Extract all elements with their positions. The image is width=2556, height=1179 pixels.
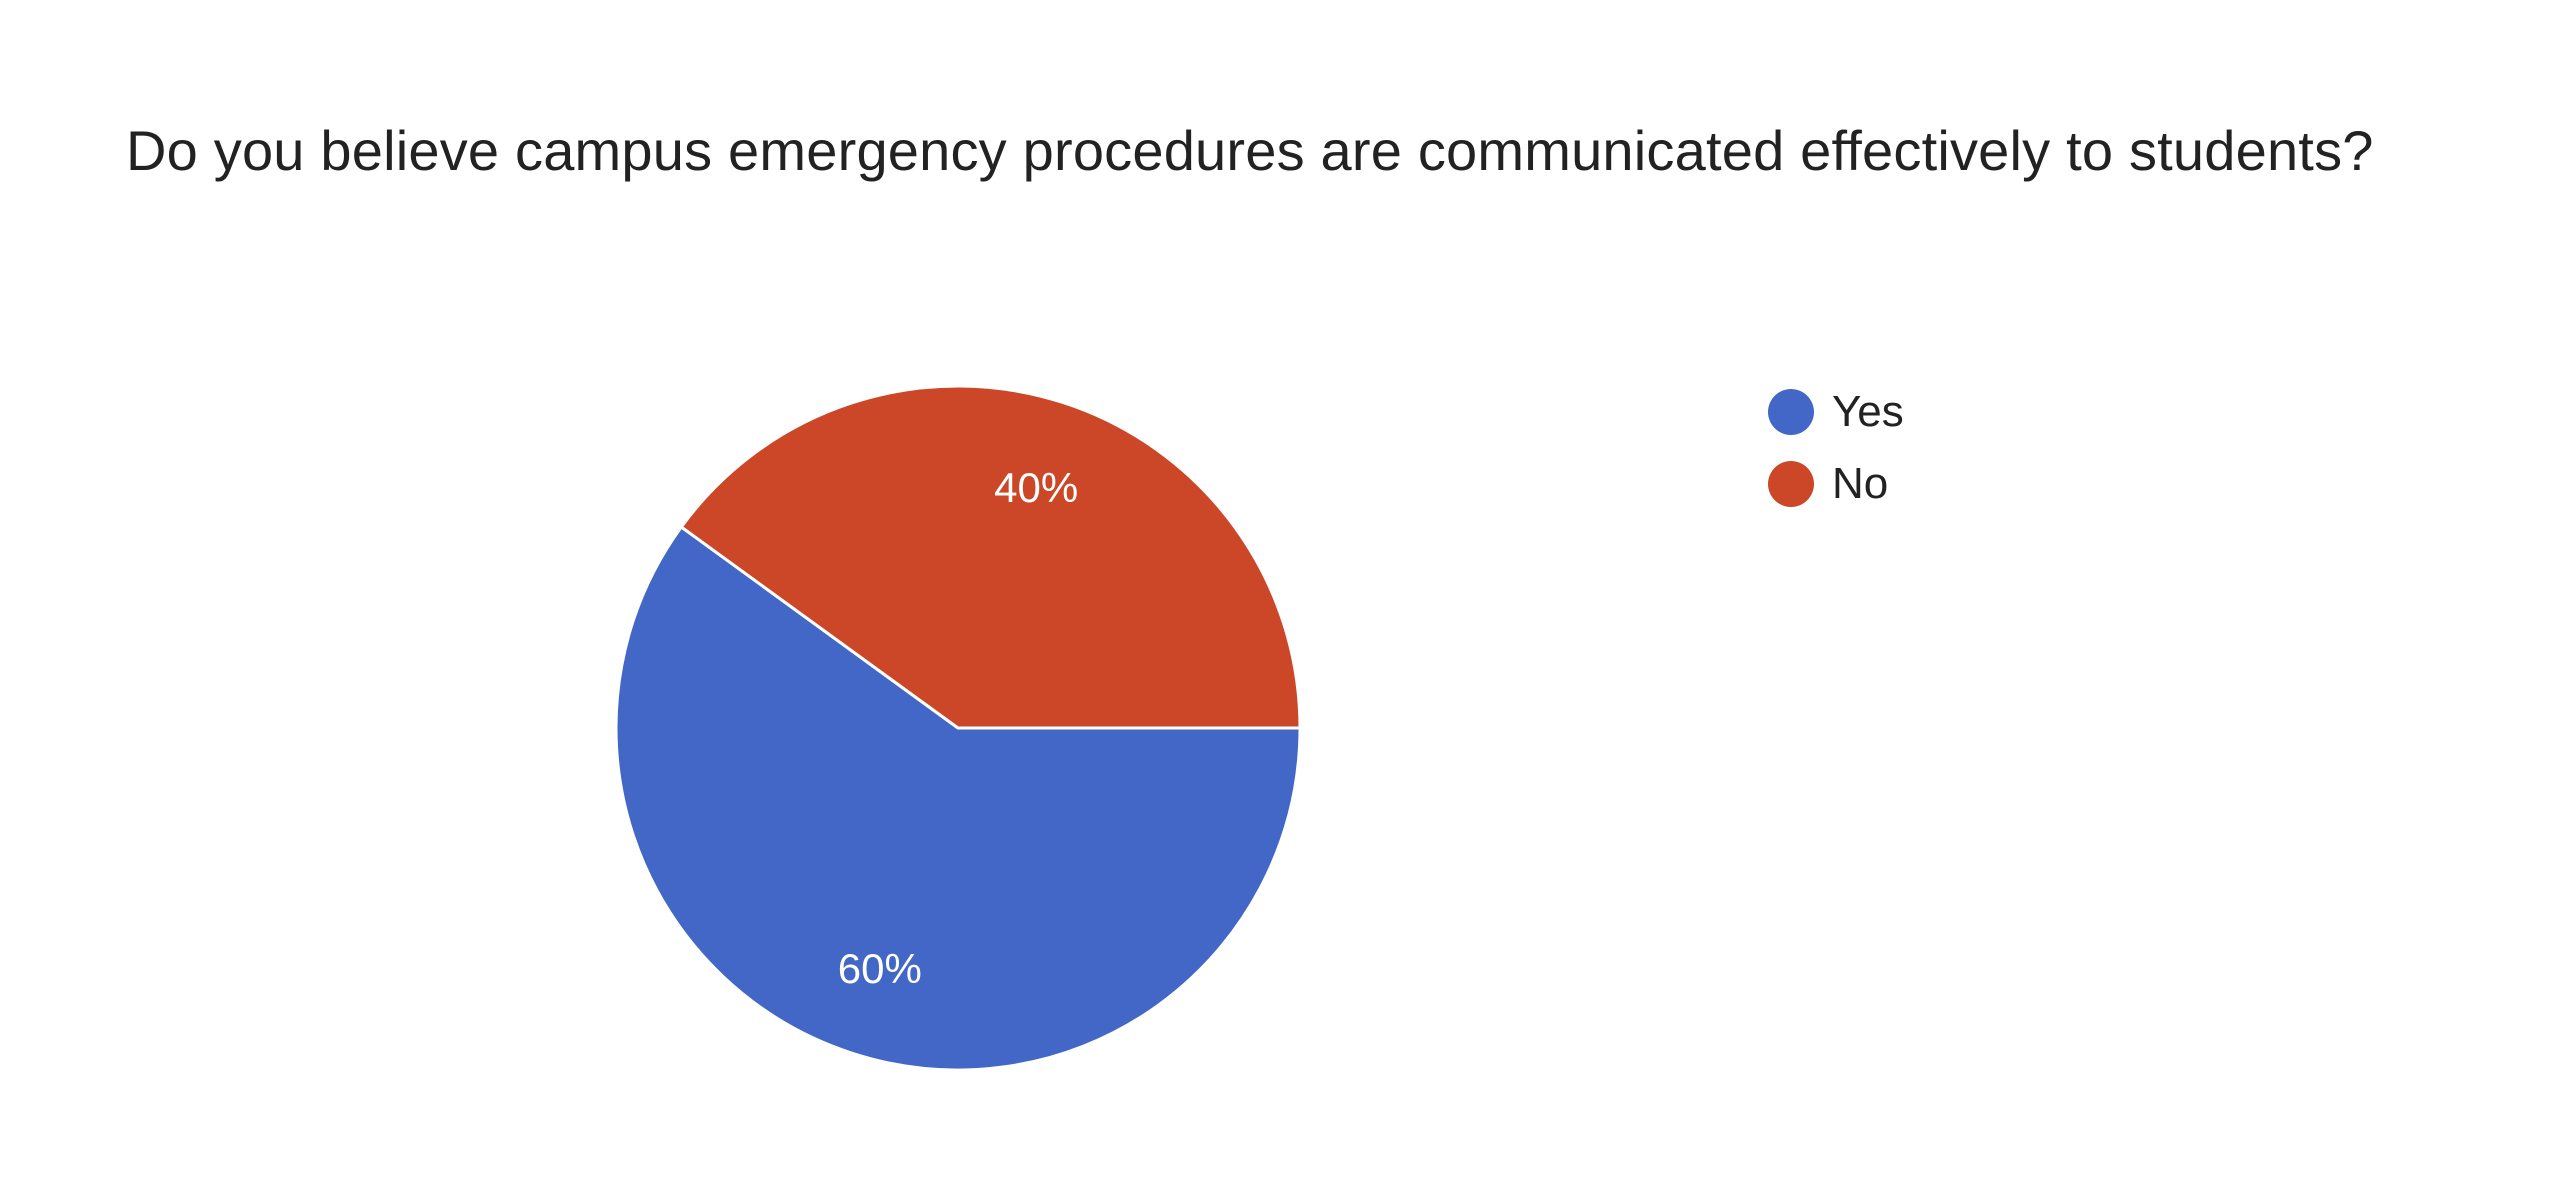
legend-item-no[interactable]: No <box>1768 448 1904 520</box>
pie-slices <box>614 384 1302 1072</box>
legend-item-yes[interactable]: Yes <box>1768 376 1904 448</box>
legend-label-no: No <box>1832 459 1889 508</box>
legend-swatch-no <box>1768 461 1814 507</box>
pie-slice-yes[interactable] <box>614 524 1302 1072</box>
pie-label-no: 40% <box>994 464 1078 511</box>
pie-slice-labels: 60% 40% <box>838 464 1078 992</box>
legend: Yes No <box>1768 376 1904 520</box>
pie-slice-no[interactable] <box>679 384 1302 730</box>
legend-label-yes: Yes <box>1832 387 1904 436</box>
chart-title: Do you believe campus emergency procedur… <box>126 119 2374 182</box>
legend-swatch-yes <box>1768 389 1814 435</box>
pie-label-yes: 60% <box>838 945 922 992</box>
